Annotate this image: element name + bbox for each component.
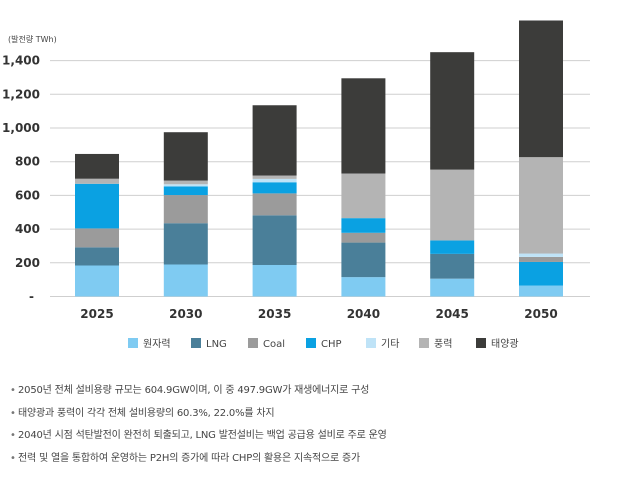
bar-segment bbox=[519, 157, 563, 254]
legend-swatch bbox=[476, 338, 486, 348]
bar-segment bbox=[163, 195, 208, 224]
bar-segment bbox=[252, 182, 297, 194]
bar-segment bbox=[430, 169, 475, 241]
legend-item: CHP bbox=[306, 338, 342, 350]
bar-segment bbox=[519, 253, 563, 257]
bar-segment bbox=[163, 186, 208, 196]
legend-item: 기타 bbox=[366, 338, 399, 350]
legend-label: 원자력 bbox=[143, 338, 171, 350]
legend: 원자력 LNG Coal CHP 기타 풍력 태양광 bbox=[128, 338, 519, 350]
bar-stack-2040 bbox=[341, 78, 386, 297]
y-tick-label: 800 bbox=[15, 155, 40, 169]
legend-label: 풍력 bbox=[434, 338, 452, 350]
bar-segment bbox=[163, 180, 208, 185]
bar-segment bbox=[341, 173, 386, 219]
notes-list: • 2050년 전체 설비용량 규모는 604.9GW이며, 이 중 497.9G… bbox=[10, 386, 387, 476]
bar-segment bbox=[252, 105, 297, 176]
note-item: • 2050년 전체 설비용량 규모는 604.9GW이며, 이 중 497.9G… bbox=[10, 386, 387, 396]
note-text: 2050년 전체 설비용량 규모는 604.9GW이며, 이 중 497.9GW… bbox=[18, 385, 370, 396]
bar-stack-2025 bbox=[75, 153, 119, 297]
y-tick-label: 600 bbox=[15, 188, 40, 202]
legend-label: LNG bbox=[206, 339, 227, 350]
x-tick-label: 2050 bbox=[524, 307, 557, 321]
legend-swatch bbox=[366, 338, 376, 348]
bullet-icon: • bbox=[10, 452, 16, 464]
note-item: • 2040년 시점 석탄발전이 완전히 퇴출되고, LNG 발전설비는 백업 공… bbox=[10, 431, 387, 441]
legend-item: 태양광 bbox=[476, 338, 519, 350]
bar-segment bbox=[430, 240, 475, 254]
bar-segment bbox=[75, 228, 119, 248]
y-tick-label: 1,200 bbox=[2, 87, 40, 101]
bar-segment bbox=[163, 223, 208, 265]
bar-segment bbox=[75, 265, 119, 297]
legend-item: Coal bbox=[248, 338, 285, 350]
note-text: 태양광과 풍력이 각각 전체 설비용량의 60.3%, 22.0%를 차지 bbox=[18, 407, 275, 419]
bar-segment bbox=[75, 178, 119, 184]
x-tick-label: 2035 bbox=[258, 307, 291, 321]
bar-segment bbox=[519, 285, 563, 297]
bar-segment bbox=[75, 183, 119, 229]
note-item: • 전력 및 열을 통합하여 운영하는 P2H의 증가에 따라 CHP의 활용은 … bbox=[10, 452, 387, 464]
legend-swatch bbox=[306, 338, 316, 348]
bullet-icon: • bbox=[10, 407, 16, 419]
bar-segment bbox=[430, 52, 475, 170]
x-tick-label: 2040 bbox=[347, 307, 380, 321]
bar-stack-2045 bbox=[430, 52, 475, 297]
bar-segment bbox=[341, 242, 386, 278]
x-axis-ticks: 2025 2030 2035 2040 2045 2050 bbox=[80, 307, 557, 321]
bar-segment bbox=[252, 175, 297, 179]
x-tick-label: 2030 bbox=[169, 307, 202, 321]
bars bbox=[75, 20, 563, 297]
note-item: • 태양광과 풍력이 각각 전체 설비용량의 60.3%, 22.0%를 차지 bbox=[10, 407, 387, 419]
y-tick-label: 1,400 bbox=[2, 54, 40, 68]
legend-label: Coal bbox=[263, 339, 285, 350]
bar-segment bbox=[252, 178, 297, 183]
bar-segment bbox=[163, 184, 208, 187]
bar-segment bbox=[341, 277, 386, 297]
legend-swatch bbox=[191, 338, 201, 348]
bar-segment bbox=[430, 253, 475, 279]
bar-segment bbox=[252, 264, 297, 297]
y-tick-label: - bbox=[29, 290, 34, 304]
bar-segment bbox=[163, 132, 208, 181]
stacked-bar-chart: (발전량 TWh) - 200 400 600 800 1,000 1,200 1,400 2… bbox=[2, 20, 590, 350]
bar-segment bbox=[75, 247, 119, 266]
note-text: 전력 및 열을 통합하여 운영하는 P2H의 증가에 따라 CHP의 활용은 지… bbox=[18, 452, 361, 464]
bar-segment bbox=[252, 193, 297, 216]
bullet-icon: • bbox=[10, 385, 16, 396]
bar-segment bbox=[252, 215, 297, 265]
bar-segment bbox=[519, 20, 563, 158]
legend-item: 풍력 bbox=[419, 338, 452, 350]
y-tick-label: 200 bbox=[15, 256, 40, 270]
y-tick-label: 1,000 bbox=[2, 121, 40, 135]
bar-segment bbox=[519, 256, 563, 262]
legend-label: 기타 bbox=[381, 338, 399, 350]
x-tick-label: 2025 bbox=[80, 307, 113, 321]
bar-stack-2030 bbox=[163, 132, 208, 297]
bullet-icon: • bbox=[10, 430, 16, 441]
x-tick-label: 2045 bbox=[435, 307, 468, 321]
bar-segment bbox=[341, 232, 386, 243]
bar-stack-2050 bbox=[519, 20, 563, 297]
bar-segment bbox=[163, 264, 208, 297]
legend-swatch bbox=[248, 338, 258, 348]
note-text: 2040년 시점 석탄발전이 완전히 퇴출되고, LNG 발전설비는 백업 공급… bbox=[18, 430, 387, 441]
bar-segment bbox=[341, 78, 386, 174]
legend-label: CHP bbox=[321, 339, 342, 350]
legend-item: 원자력 bbox=[128, 338, 171, 350]
y-axis-ticks: - 200 400 600 800 1,000 1,200 1,400 bbox=[2, 54, 40, 304]
bar-segment bbox=[75, 153, 119, 179]
y-tick-label: 400 bbox=[15, 222, 40, 236]
legend-item: LNG bbox=[191, 338, 227, 350]
legend-swatch bbox=[128, 338, 138, 348]
gridlines bbox=[50, 60, 590, 297]
bar-segment bbox=[519, 261, 563, 286]
legend-swatch bbox=[419, 338, 429, 348]
y-axis-unit-label: (발전량 TWh) bbox=[8, 34, 57, 44]
legend-label: 태양광 bbox=[491, 338, 519, 350]
bar-segment bbox=[341, 218, 386, 233]
bar-segment bbox=[430, 278, 475, 297]
bar-stack-2035 bbox=[252, 105, 297, 297]
